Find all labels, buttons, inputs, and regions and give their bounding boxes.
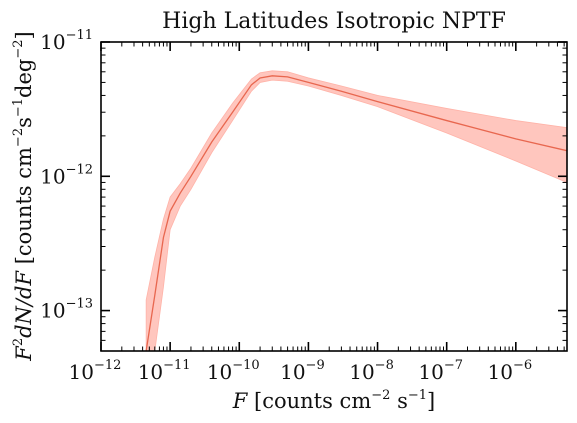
chart-title: High Latitudes Isotropic NPTF [162, 9, 506, 34]
x-axis-ticks: 10−12 10−11 10−10 10−9 10−8 10−7 10−6 [69, 42, 565, 384]
x-tick-label: 10−11 [138, 358, 191, 384]
x-tick-label: 10−10 [207, 358, 260, 384]
x-axis-label: F [counts cm−2 s−1] [232, 388, 435, 413]
plot-frame [100, 41, 568, 352]
plot-area [145, 70, 567, 351]
y-tick-label: 10−11 [40, 28, 93, 54]
median-line [145, 75, 567, 351]
y-axis-ticks: 10−13 10−12 10−11 [40, 28, 567, 352]
y-tick-label: 10−13 [40, 297, 93, 323]
x-tick-label: 10−9 [280, 358, 325, 384]
x-tick-label: 10−8 [349, 358, 394, 384]
uncertainty-band [145, 70, 567, 351]
x-tick-label: 10−6 [488, 358, 533, 384]
y-tick-label: 10−12 [40, 162, 93, 188]
y-axis-label: F2dN/dF [counts cm−2s−1deg−2] [11, 31, 36, 362]
x-tick-label: 10−12 [69, 358, 122, 384]
x-tick-label: 10−7 [418, 358, 463, 384]
